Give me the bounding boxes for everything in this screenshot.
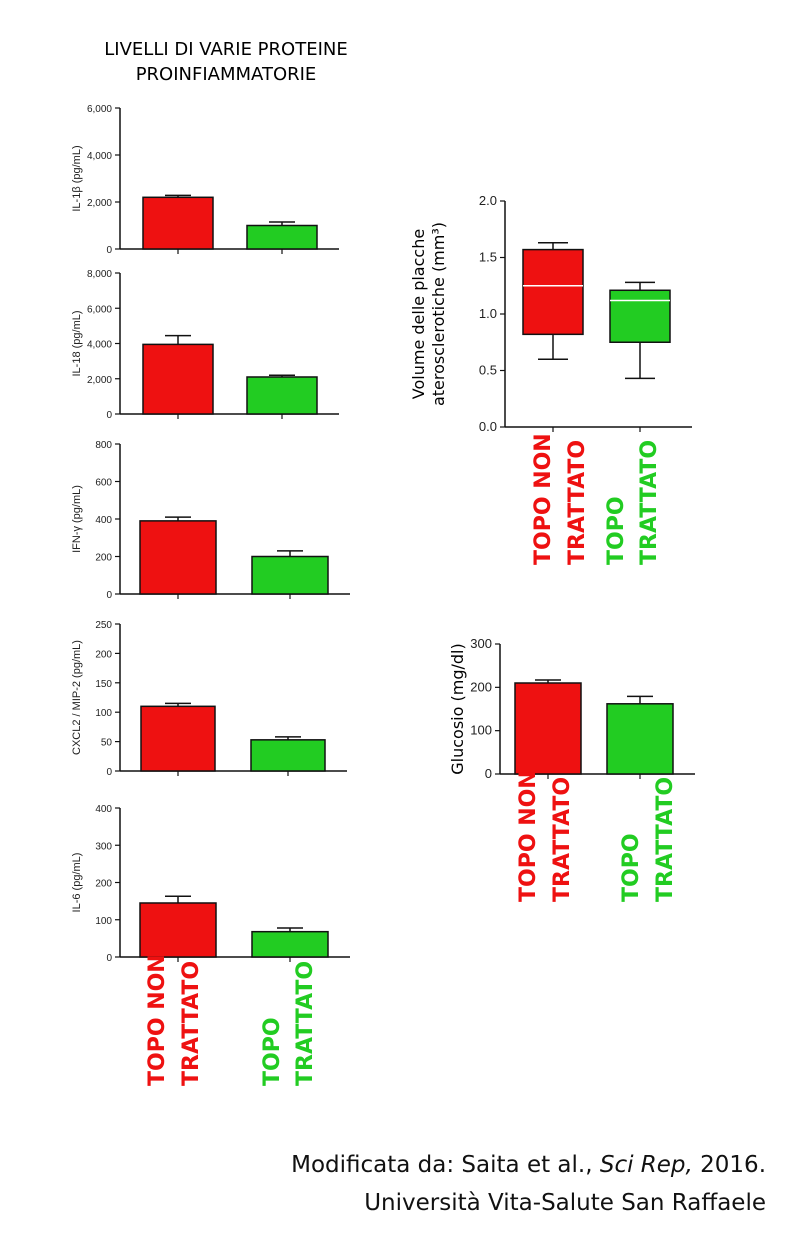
y-tick-label: 150 [95, 679, 112, 690]
group-label-untreated: TOPO NON [531, 433, 556, 565]
box-treated [609, 289, 671, 343]
y-axis-label: Volume delle placche [409, 229, 428, 399]
y-tick-label: 0 [106, 590, 112, 601]
group-label-treated: TOPO [619, 833, 644, 902]
figure-title-line1: LIVELLI DI VARIE PROTEINE [104, 39, 347, 60]
y-tick-label: 8,000 [87, 269, 112, 280]
y-tick-label: 100 [95, 708, 112, 719]
group-label-treated: TRATTATO [637, 440, 662, 565]
y-tick-label: 0.0 [479, 419, 497, 434]
chart-panel-2: 0 2,000 4,000 6,000 8,000 IL-18 (pg/mL) [71, 269, 339, 421]
y-tick-label: 4,000 [87, 151, 112, 162]
y-tick-label: 250 [95, 620, 112, 631]
y-tick-label: 100 [95, 916, 112, 927]
y-axis-label: Glucosio (mg/dl) [448, 643, 467, 774]
y-tick-label: 100 [470, 723, 492, 738]
y-tick-label: 2.0 [479, 193, 497, 208]
panels: 0 2,000 4,000 6,000 IL-1β (pg/mL) 0 2,000 4,000… [71, 104, 695, 964]
y-axis-label: IL-6 (pg/mL) [71, 853, 83, 913]
y-tick-label: 400 [95, 804, 112, 815]
bar-treated [606, 703, 674, 775]
y-tick-label: 0.5 [479, 363, 497, 378]
y-axis-label: CXCL2 / MIP-2 (pg/mL) [71, 640, 83, 755]
y-tick-label: 200 [95, 879, 112, 890]
bar-treated [250, 739, 326, 772]
chart-panel-4: 0 50 100 150 200 250 CXCL2 / MIP-2 (pg/mL) [71, 620, 347, 778]
y-tick-label: 2,000 [87, 375, 112, 386]
chart-panel-6: 0.0 0.5 1.0 1.5 2.0 Volume delle placche atero… [409, 193, 692, 434]
group-label-treated: TRATTATO [653, 777, 678, 902]
credit-line1: Modificata da: Saita et al., Sci Rep, 20… [291, 1152, 766, 1178]
y-tick-label: 800 [95, 440, 112, 451]
y-tick-label: 300 [470, 636, 492, 651]
y-tick-label: 0 [106, 245, 112, 256]
bar-untreated [140, 705, 216, 772]
bar-untreated [514, 682, 582, 775]
group-label-untreated: TRATTATO [565, 440, 590, 565]
y-axis-label: IL-1β (pg/mL) [71, 145, 83, 211]
y-tick-label: 0 [106, 953, 112, 964]
y-axis-label: aterosclerotiche (mm³) [429, 222, 448, 406]
y-tick-label: 4,000 [87, 340, 112, 351]
group-label-untreated: TOPO NON [145, 954, 170, 1086]
y-tick-label: 0 [106, 767, 112, 778]
credit-suffix: 2016. [693, 1152, 766, 1178]
group-label-untreated: TRATTATO [550, 777, 575, 902]
group-label-treated: TOPO [604, 496, 629, 565]
y-tick-label: 0 [106, 410, 112, 421]
y-tick-label: 0 [485, 766, 492, 781]
y-tick-label: 1.5 [479, 250, 497, 265]
credit-line2: Università Vita-Salute San Raffaele [364, 1190, 766, 1216]
y-tick-label: 200 [470, 679, 492, 694]
y-axis-label: IFN-γ (pg/mL) [71, 485, 83, 553]
bar-treated [246, 376, 318, 415]
y-tick-label: 400 [95, 515, 112, 526]
y-tick-label: 300 [95, 841, 112, 852]
bar-untreated [139, 902, 217, 958]
credit-journal: Sci Rep, [600, 1152, 693, 1178]
y-axis-label: IL-18 (pg/mL) [71, 310, 83, 376]
y-tick-label: 1.0 [479, 306, 497, 321]
y-tick-label: 2,000 [87, 198, 112, 209]
figure-title-line2: PROINFIAMMATORIE [136, 64, 317, 85]
credit-prefix: Modificata da: Saita et al., [291, 1152, 600, 1178]
box-untreated [522, 248, 584, 336]
group-labels: TOPO NON TRATTATO TOPO TRATTATO TOPO NON TRAT… [145, 433, 678, 1086]
chart-panel-1: 0 2,000 4,000 6,000 IL-1β (pg/mL) [71, 104, 339, 256]
bar-untreated [142, 196, 214, 250]
bar-treated [251, 930, 329, 958]
group-label-treated: TOPO [260, 1017, 285, 1086]
group-label-untreated: TOPO NON [516, 770, 541, 902]
bar-treated [251, 555, 329, 595]
y-tick-label: 6,000 [87, 104, 112, 115]
y-tick-label: 6,000 [87, 304, 112, 315]
group-label-untreated: TRATTATO [179, 961, 204, 1086]
bar-untreated [139, 520, 217, 595]
bar-untreated [142, 343, 214, 415]
y-tick-label: 50 [101, 738, 113, 749]
chart-panel-5: 0 100 200 300 400 IL-6 (pg/mL) [71, 804, 350, 964]
y-tick-label: 600 [95, 478, 112, 489]
chart-panel-3: 0 200 400 600 800 IFN-γ (pg/mL) [71, 440, 350, 601]
group-label-treated: TRATTATO [293, 961, 318, 1086]
bar-treated [246, 224, 318, 250]
y-tick-label: 200 [95, 649, 112, 660]
y-tick-label: 200 [95, 553, 112, 564]
